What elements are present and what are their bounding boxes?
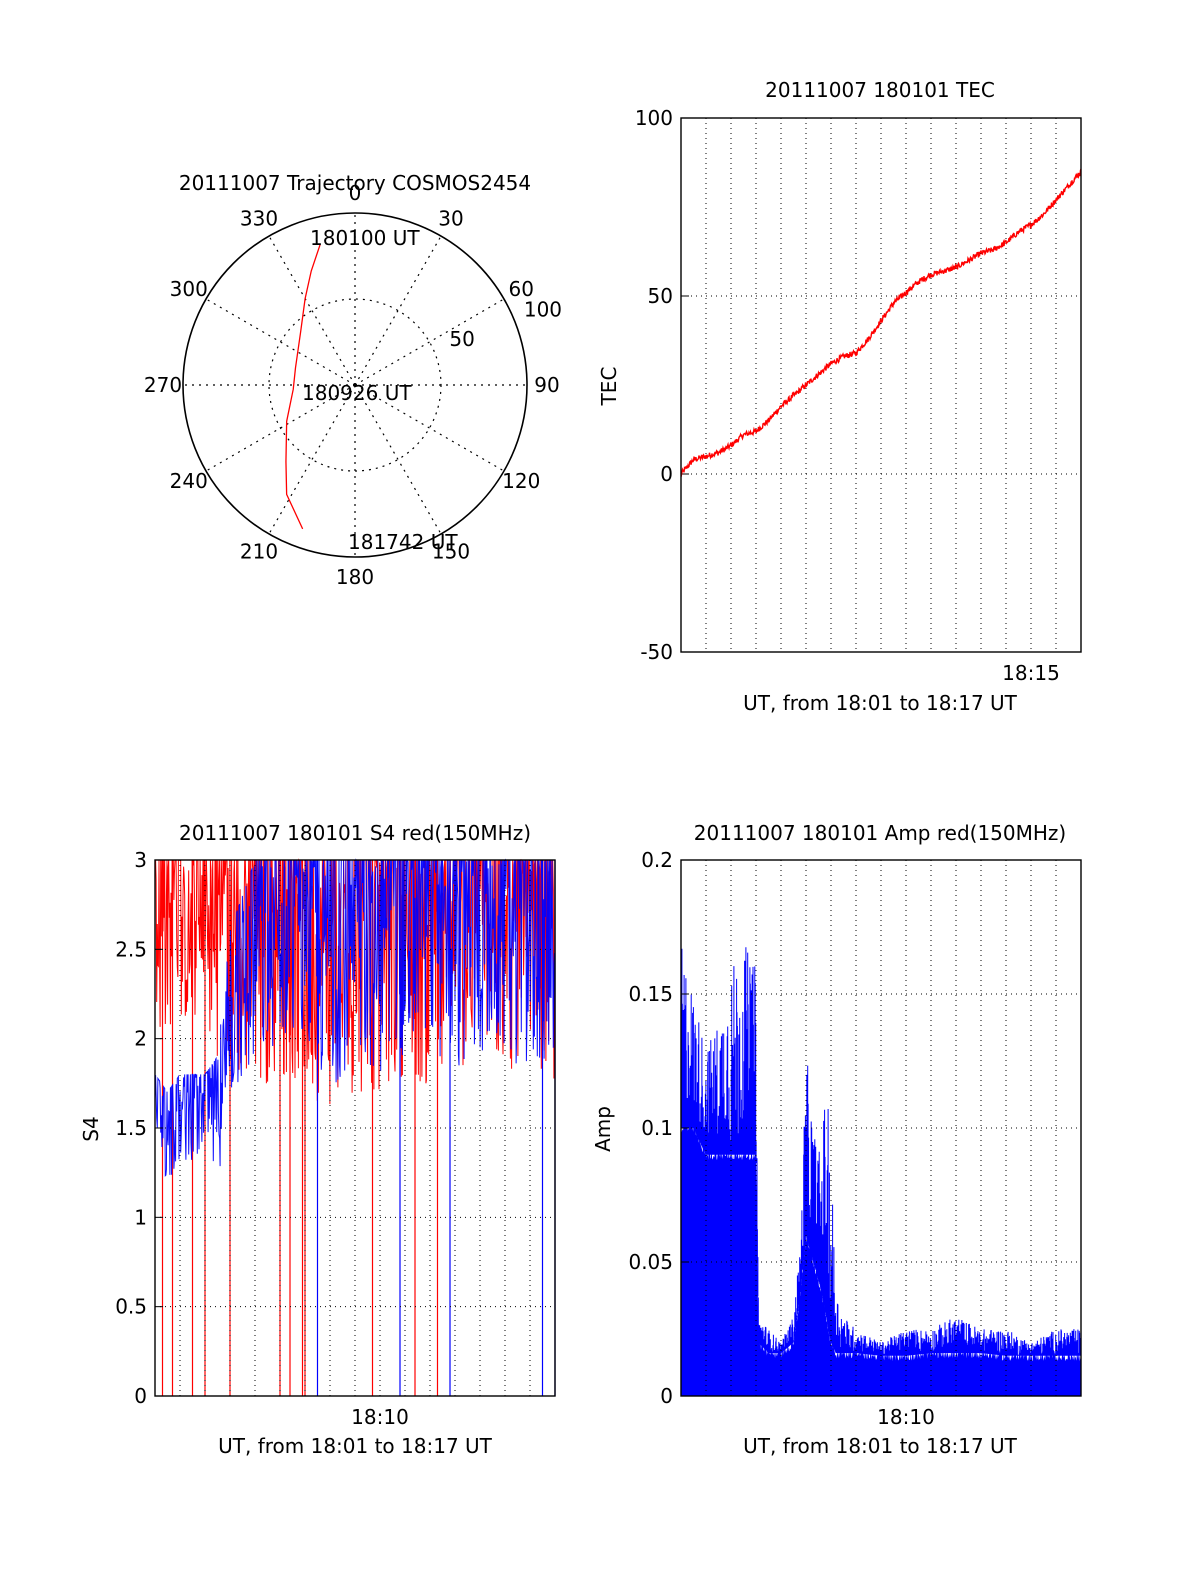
tec-series <box>680 168 1082 478</box>
polar-spoke-10 <box>205 298 356 386</box>
s4-ytick-label-0: 3 <box>134 848 147 872</box>
polar-spoke-11 <box>268 235 356 386</box>
polar-angle-label-2: 60 <box>509 277 534 301</box>
tec-ylabel: TEC <box>597 367 621 407</box>
amp-ytick-label-4: 0 <box>660 1384 673 1408</box>
amp-ytick-label-1: 0.15 <box>628 982 673 1006</box>
polar-spoke-1 <box>354 235 442 386</box>
polar-angle-label-6: 180 <box>336 565 374 589</box>
trajectory-track <box>285 244 321 530</box>
amp-xtick-label-0: 18:10 <box>877 1405 935 1429</box>
polar-angle-label-11: 330 <box>240 207 278 231</box>
tec-ytick-label-0: 100 <box>635 106 673 130</box>
s4-ytick-label-2: 2 <box>134 1027 147 1051</box>
polar-angle-label-7: 210 <box>240 539 278 563</box>
polar-spoke-5 <box>354 384 442 535</box>
trajectory-title: 20111007 Trajectory COSMOS2454 <box>179 171 531 195</box>
trajectory-polar-plot: 20111007 Trajectory COSMOS2454 0 30 60 90 12… <box>144 171 562 589</box>
amp-chart: 20111007 180101 Amp red(150MHz) UT, from… <box>591 821 1082 1458</box>
trajectory-end-label: 181742 UT <box>348 530 458 554</box>
amp-ytick-label-3: 0.05 <box>628 1250 673 1274</box>
amp-title: 20111007 180101 Amp red(150MHz) <box>694 821 1066 845</box>
s4-ytick-label-5: 0.5 <box>115 1295 147 1319</box>
s4-x-ticks: 18:10 <box>351 1405 409 1429</box>
s4-y-ticks: 3 2.5 2 1.5 1 0.5 0 <box>115 848 163 1408</box>
tec-xtick-label-0: 18:15 <box>1002 661 1060 685</box>
polar-angle-label-0: 0 <box>349 181 362 205</box>
polar-spoke-7 <box>268 384 356 535</box>
amp-xlabel: UT, from 18:01 to 18:17 UT <box>743 1434 1018 1458</box>
polar-angle-label-9: 270 <box>144 373 182 397</box>
s4-ytick-label-1: 2.5 <box>115 937 147 961</box>
polar-radial-label-1: 100 <box>524 298 562 322</box>
polar-angle-labels: 0 30 60 90 120 150 180 210 240 270 300 330 <box>144 181 560 589</box>
amp-ytick-label-2: 0.1 <box>641 1116 673 1140</box>
tec-ytick-label-1: 50 <box>648 284 673 308</box>
tec-grid <box>681 118 1081 652</box>
polar-spoke-4 <box>354 384 505 472</box>
polar-angle-label-4: 120 <box>502 469 540 493</box>
s4-title: 20111007 180101 S4 red(150MHz) <box>179 821 531 845</box>
amp-fill <box>681 1122 1081 1396</box>
polar-angle-label-8: 240 <box>170 469 208 493</box>
polar-radial-labels: 50 100 <box>449 298 562 351</box>
tec-x-ticks: 18:15 <box>1002 661 1060 685</box>
tec-title: 20111007 180101 TEC <box>765 78 995 102</box>
trajectory-middle-label: 180926 UT <box>302 381 412 405</box>
s4-frame <box>154 859 556 1397</box>
tec-line <box>680 168 1082 478</box>
s4-plot-frame <box>154 859 556 1397</box>
tec-y-ticks: 100 50 0 -50 <box>635 106 689 664</box>
tec-xlabel: UT, from 18:01 to 18:17 UT <box>743 691 1018 715</box>
tec-chart: 20111007 180101 TEC UT, from 18:01 to 18… <box>597 78 1082 715</box>
s4-chart: 20111007 180101 S4 red(150MHz) UT, from … <box>79 821 556 1458</box>
tec-ytick-label-2: 0 <box>660 462 673 486</box>
amp-frame <box>680 859 1082 1397</box>
s4-xtick-label-0: 18:10 <box>351 1405 409 1429</box>
s4-ytick-label-4: 1 <box>134 1205 147 1229</box>
polar-ring-1 <box>182 212 528 558</box>
amp-grid <box>681 860 1081 1396</box>
polar-angle-label-5: 150 <box>432 539 470 563</box>
s4-ytick-label-6: 0 <box>134 1384 147 1408</box>
amp-y-ticks: 0.2 0.15 0.1 0.05 0 <box>628 848 689 1408</box>
s4-ylabel: S4 <box>79 1116 103 1141</box>
polar-grid <box>182 212 528 558</box>
tec-ytick-label-3: -50 <box>640 640 673 664</box>
tec-plot-frame <box>680 117 1082 653</box>
s4-grid <box>155 860 555 1396</box>
polar-radial-label-0: 50 <box>449 327 474 351</box>
polar-spoke-8 <box>205 384 356 472</box>
polar-spoke-2 <box>354 298 505 386</box>
trajectory-start-label: 180100 UT <box>310 226 420 250</box>
amp-ylabel: Amp <box>591 1106 615 1152</box>
tec-frame <box>680 117 1082 653</box>
s4-xlabel: UT, from 18:01 to 18:17 UT <box>218 1434 493 1458</box>
s4-ytick-label-3: 1.5 <box>115 1116 147 1140</box>
amp-ytick-label-0: 0.2 <box>641 848 673 872</box>
polar-angle-label-10: 300 <box>170 277 208 301</box>
polar-angle-label-1: 30 <box>438 207 463 231</box>
polar-angle-label-3: 90 <box>534 373 559 397</box>
amp-plot-frame <box>680 859 1082 1397</box>
amp-x-ticks: 18:10 <box>877 1405 935 1429</box>
